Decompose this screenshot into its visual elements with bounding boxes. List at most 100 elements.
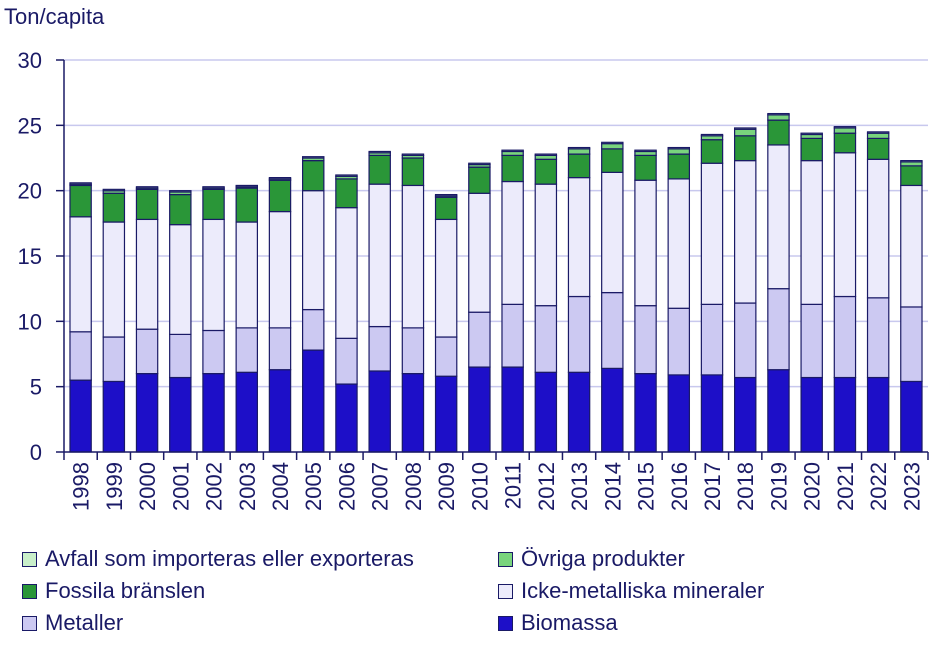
bar-segment xyxy=(534,371,558,453)
bar-segment xyxy=(601,171,624,294)
bar-segment xyxy=(866,376,890,453)
bar-segment xyxy=(501,366,524,453)
bar-segment xyxy=(767,288,790,371)
bar-segment xyxy=(69,379,92,453)
bar-segment xyxy=(700,303,724,376)
bar-segment xyxy=(700,133,724,137)
x-tick-label: 2013 xyxy=(567,462,592,511)
x-tick-label: 2012 xyxy=(534,462,559,511)
x-tick-label: 2011 xyxy=(501,462,526,509)
bar-segment xyxy=(468,311,491,368)
legend-item: Avfall som importeras eller exporteras xyxy=(22,546,414,572)
bars xyxy=(69,112,923,453)
bar-segment xyxy=(634,305,657,375)
bar-segment xyxy=(434,193,458,197)
bar-segment xyxy=(368,150,391,154)
legend-item: Biomassa xyxy=(498,610,618,636)
bar-segment xyxy=(401,373,425,453)
stacked-bar-chart: Ton/capita 0 5 10 15 20 25 30 1998 1999 2000 2001 2… xyxy=(4,4,929,511)
bar-segment xyxy=(634,373,657,453)
bar-segment xyxy=(567,371,591,453)
legend-label: Icke-metalliska mineraler xyxy=(521,578,765,603)
bar-segment xyxy=(800,376,823,453)
bar-segment xyxy=(800,132,823,136)
x-tick-label: 2002 xyxy=(202,462,227,511)
bar-segment xyxy=(135,328,159,375)
bar-segment xyxy=(268,369,292,453)
legend-label: Avfall som importeras eller exporteras xyxy=(45,546,414,571)
bar-segment xyxy=(202,188,225,221)
legend-swatch xyxy=(498,551,513,567)
y-axis-label: Ton/capita xyxy=(4,4,105,29)
x-tick-label: 2019 xyxy=(766,462,791,511)
bar-segment xyxy=(268,177,292,180)
bar-segment xyxy=(102,192,126,223)
bar-segment xyxy=(335,174,358,177)
bar-segment xyxy=(69,331,92,381)
bar-segment xyxy=(268,179,292,213)
bar-segment xyxy=(866,132,890,140)
x-tick-label: 2000 xyxy=(135,462,160,511)
bar-segment xyxy=(900,165,923,187)
y-tick-label: 15 xyxy=(18,244,42,269)
bar-segment xyxy=(700,374,724,453)
bar-segment xyxy=(800,303,823,379)
bar-segment xyxy=(534,305,558,373)
bar-segment xyxy=(667,148,691,155)
bar-segment xyxy=(733,128,757,137)
legend-swatch xyxy=(22,551,37,567)
legend-item: Övriga produkter xyxy=(498,546,685,572)
bar-segment xyxy=(401,157,425,187)
bar-segment xyxy=(667,307,691,376)
x-tick-label: 2020 xyxy=(800,462,825,511)
bar-segment xyxy=(268,210,292,329)
bar-segment xyxy=(601,367,624,453)
bar-segment xyxy=(102,336,126,383)
bar-segment xyxy=(501,149,524,153)
bar-segment xyxy=(667,153,691,180)
bar-segment xyxy=(900,380,923,453)
bar-segment xyxy=(567,148,591,155)
bar-segment xyxy=(501,303,524,368)
bar-segment xyxy=(135,186,159,189)
legend-item: Icke-metalliska mineraler xyxy=(498,578,764,604)
bar-segment xyxy=(534,158,558,185)
y-tick-label: 10 xyxy=(18,309,42,334)
bar-segment xyxy=(301,308,325,351)
x-tick-label: 2003 xyxy=(235,462,260,511)
bar-segment xyxy=(501,154,524,183)
bar-segment xyxy=(567,295,591,373)
bar-segment xyxy=(667,374,691,453)
bar-segment xyxy=(634,154,657,181)
bar-segment xyxy=(866,158,890,299)
bar-segment xyxy=(69,216,92,333)
bar-segment xyxy=(567,146,591,150)
bar-segment xyxy=(468,366,491,453)
bar-segment xyxy=(501,180,524,305)
y-tick-label: 5 xyxy=(30,375,42,400)
bar-segment xyxy=(135,373,159,453)
bar-segment xyxy=(301,160,325,192)
bar-segment xyxy=(601,143,624,150)
bar-segment xyxy=(833,132,857,154)
bar-segment xyxy=(235,187,259,223)
bar-segment xyxy=(700,162,724,305)
bar-segment xyxy=(202,218,225,332)
x-tick-label: 2005 xyxy=(301,462,326,511)
bar-segment xyxy=(301,190,325,311)
x-tick-label: 2018 xyxy=(733,462,758,511)
y-tick-label: 25 xyxy=(18,113,42,138)
bar-segment xyxy=(301,156,325,159)
bar-segment xyxy=(401,327,425,375)
bar-segment xyxy=(335,178,358,209)
legend-label: Fossila bränslen xyxy=(45,578,206,603)
bar-segment xyxy=(667,146,691,150)
x-tick-label: 2015 xyxy=(634,462,659,511)
x-tick-label: 2016 xyxy=(667,462,692,511)
bar-segment xyxy=(534,183,558,307)
bar-segment xyxy=(601,291,624,369)
bar-segment xyxy=(434,375,458,453)
bar-segment xyxy=(833,152,857,298)
bar-segment xyxy=(733,160,757,304)
legend-label: Metaller xyxy=(45,610,124,635)
